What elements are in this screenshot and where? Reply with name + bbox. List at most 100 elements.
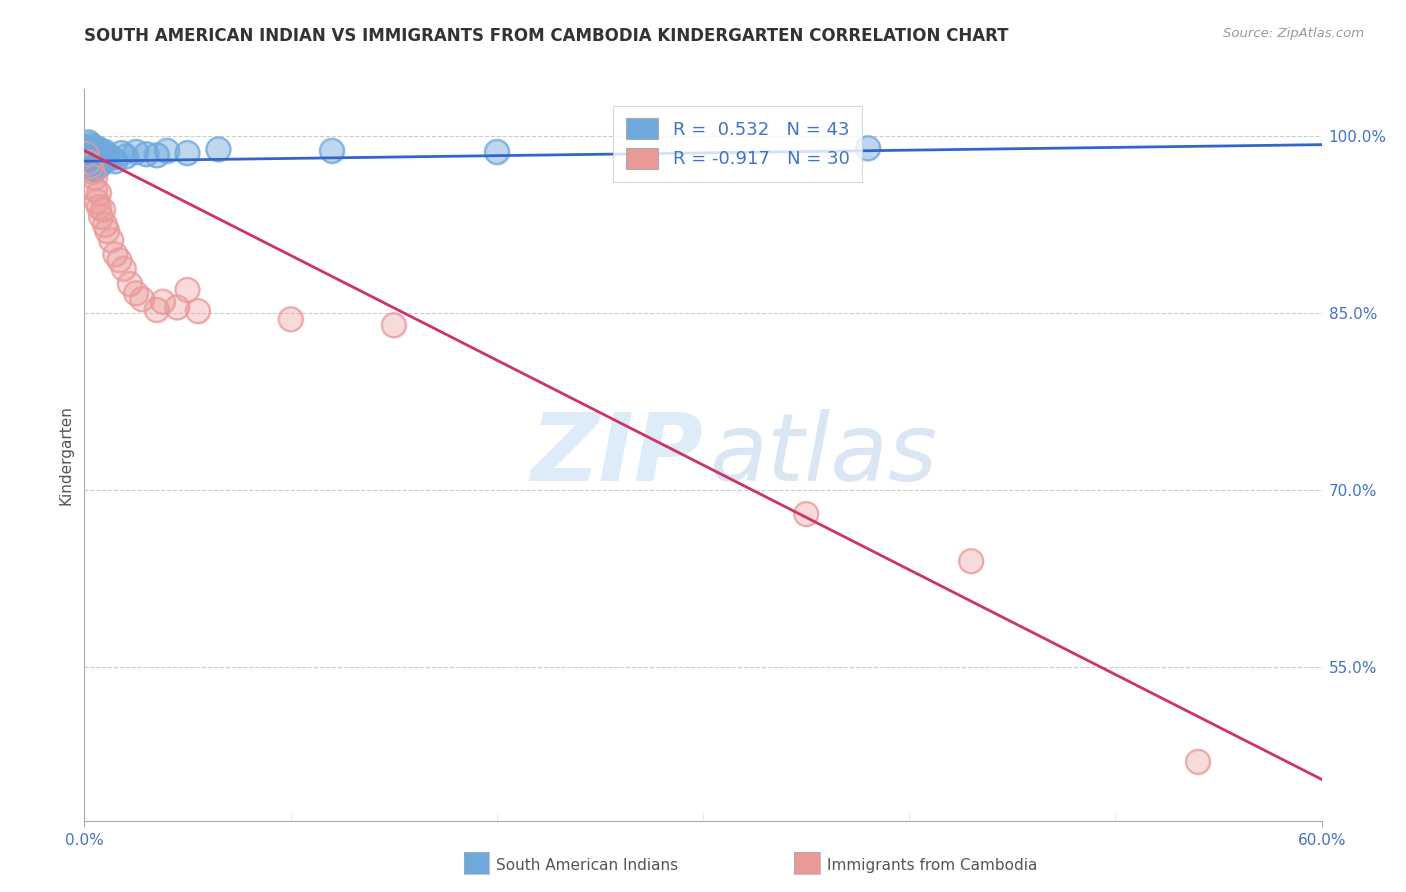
Point (156, 144, 179, 158)
Point (96, 224, 118, 238)
Point (91, 147, 114, 161)
Text: South American Indians: South American Indians (496, 858, 679, 872)
Point (131, 292, 153, 306)
Point (82, 160, 104, 174)
Point (125, 145, 148, 159)
Point (87, 145, 110, 160)
Point (86, 148, 108, 162)
Point (94, 152, 117, 166)
Point (112, 261, 135, 276)
Point (86, 155, 108, 169)
Text: SOUTH AMERICAN INDIAN VS IMMIGRANTS FROM CAMBODIA KINDERGARTEN CORRELATION CHART: SOUTH AMERICAN INDIAN VS IMMIGRANTS FROM… (84, 27, 1010, 45)
Point (83, 149, 105, 163)
Point (794, 507, 817, 521)
Point (90, 149, 112, 163)
Point (82, 153, 104, 167)
Point (77, 144, 100, 158)
Point (91, 202, 114, 217)
Point (75, 141, 97, 155)
Point (83, 182, 105, 196)
Point (83, 144, 105, 158)
Point (104, 154, 127, 169)
Point (960, 554, 983, 568)
Point (176, 283, 198, 297)
Point (87, 186, 110, 200)
Point (187, 304, 209, 318)
Y-axis label: Kindergarten: Kindergarten (58, 405, 73, 505)
Point (100, 151, 122, 165)
Point (96, 224, 118, 238)
Point (86, 194, 108, 209)
Text: atlas: atlas (709, 409, 938, 500)
Point (94, 218, 117, 232)
Point (77, 155, 100, 169)
Point (125, 145, 148, 159)
Point (90, 144, 112, 158)
Point (75, 147, 97, 161)
Point (75, 151, 97, 165)
Point (794, 507, 817, 521)
Point (86, 155, 108, 169)
Point (87, 152, 110, 166)
Point (104, 247, 127, 261)
Point (156, 144, 179, 158)
Text: ZIP: ZIP (530, 409, 703, 501)
Point (94, 152, 117, 166)
Point (114, 149, 136, 163)
Point (152, 294, 174, 309)
Point (856, 141, 879, 155)
Point (82, 140, 104, 154)
Point (382, 318, 405, 333)
Point (112, 261, 135, 276)
Point (87, 145, 110, 160)
Point (207, 142, 229, 156)
Point (79, 151, 101, 165)
Point (87, 152, 110, 166)
Point (75, 151, 97, 165)
Point (86, 141, 108, 155)
Point (280, 312, 302, 326)
Point (94, 218, 117, 232)
Point (83, 170, 105, 185)
Point (83, 170, 105, 185)
Point (87, 200, 110, 214)
Point (960, 554, 983, 568)
Point (1187, 755, 1209, 769)
Point (382, 318, 405, 333)
Point (79, 145, 101, 159)
Point (321, 144, 343, 158)
Point (166, 301, 188, 315)
Text: Immigrants from Cambodia: Immigrants from Cambodia (827, 858, 1038, 872)
Point (79, 158, 101, 172)
Point (90, 149, 112, 163)
Point (87, 200, 110, 214)
Point (82, 153, 104, 167)
Point (485, 145, 508, 159)
Point (83, 162, 105, 177)
Point (485, 145, 508, 159)
Point (145, 148, 167, 162)
Point (118, 277, 141, 291)
Point (94, 145, 117, 159)
Point (86, 148, 108, 162)
Point (75, 141, 97, 155)
Point (145, 148, 167, 162)
Point (96, 148, 118, 162)
Point (91, 202, 114, 217)
Point (83, 182, 105, 196)
Point (207, 142, 229, 156)
Point (125, 286, 148, 301)
Text: Source: ZipAtlas.com: Source: ZipAtlas.com (1223, 27, 1364, 40)
Point (104, 154, 127, 169)
Point (82, 147, 104, 161)
Point (86, 194, 108, 209)
Point (82, 147, 104, 161)
Point (79, 159, 101, 173)
Point (79, 158, 101, 172)
Point (100, 151, 122, 165)
Point (82, 165, 104, 179)
Point (91, 155, 114, 169)
Point (77, 136, 100, 150)
Point (321, 144, 343, 158)
Point (176, 145, 198, 160)
